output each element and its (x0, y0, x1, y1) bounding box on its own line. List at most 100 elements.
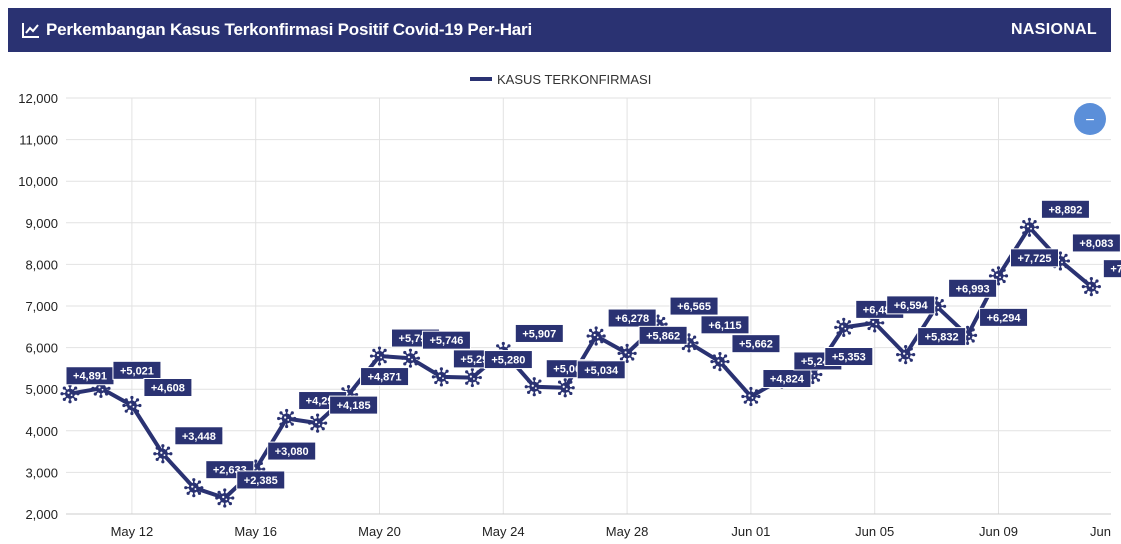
data-point-virus-icon[interactable] (834, 317, 854, 337)
svg-text:+5,862: +5,862 (646, 330, 680, 342)
y-tick-label: 10,000 (18, 174, 58, 189)
legend-label: KASUS TERKONFIRMASI (497, 72, 651, 87)
region-label[interactable]: NASIONAL (1011, 21, 1097, 38)
chart-header: Perkembangan Kasus Terkonfirmasi Positif… (8, 8, 1111, 52)
svg-text:+6,565: +6,565 (677, 301, 711, 313)
data-label: +6,594 (886, 295, 936, 315)
svg-text:+6,294: +6,294 (987, 312, 1022, 324)
data-label: +5,746 (421, 330, 471, 350)
y-tick-label: 11,000 (19, 133, 58, 148)
data-point-virus-icon[interactable] (710, 352, 730, 372)
svg-text:+5,832: +5,832 (925, 332, 959, 344)
data-point-virus-icon[interactable] (1081, 277, 1101, 297)
svg-text:+5,034: +5,034 (584, 365, 619, 377)
x-tick-label: May 12 (111, 524, 154, 539)
data-point-virus-icon[interactable] (184, 478, 204, 498)
svg-text:+3,448: +3,448 (182, 431, 216, 443)
x-tick-label: May 20 (358, 524, 401, 539)
data-label: +7,725 (1010, 248, 1059, 268)
data-label: +5,832 (917, 327, 967, 347)
y-tick-label: 7,000 (25, 299, 58, 314)
axes: 2,000 3,000 4,000 5,000 6,000 7,000 8,000 9,000… (18, 91, 1111, 539)
data-point-virus-icon[interactable] (462, 367, 482, 388)
svg-text:+4,871: +4,871 (368, 372, 402, 384)
svg-text:+8,083: +8,083 (1079, 238, 1113, 250)
chart-title: Perkembangan Kasus Terkonfirmasi Positif… (46, 20, 532, 39)
data-label: +6,294 (979, 307, 1029, 327)
data-point-virus-icon[interactable] (896, 344, 916, 365)
minus-icon: − (1085, 112, 1094, 129)
data-point-virus-icon[interactable] (524, 377, 544, 397)
x-tick-label: May 28 (606, 524, 649, 539)
y-tick-label: 3,000 (25, 465, 58, 480)
data-label: +6,278 (607, 308, 657, 328)
data-point-virus-icon[interactable] (741, 386, 761, 407)
data-label: +6,565 (669, 296, 719, 316)
data-label: +5,034 (576, 360, 626, 380)
x-tick-label: Jun 05 (855, 524, 894, 539)
data-point-virus-icon[interactable] (617, 343, 637, 363)
y-tick-label: 12,000 (18, 91, 58, 106)
svg-text:+2,385: +2,385 (244, 475, 278, 487)
data-point-virus-icon[interactable] (369, 346, 390, 366)
data-label: +5,021 (112, 360, 162, 380)
data-label: +5,662 (731, 334, 781, 354)
zoom-out-button[interactable]: − (1074, 103, 1106, 135)
legend-swatch (470, 77, 492, 81)
data-point-virus-icon[interactable] (153, 444, 173, 464)
y-tick-label: 2,000 (25, 507, 58, 522)
svg-text:+8,892: +8,892 (1048, 204, 1082, 216)
svg-text:+6,993: +6,993 (956, 283, 990, 295)
data-point-virus-icon[interactable] (308, 413, 328, 433)
data-label: +4,871 (360, 367, 410, 387)
data-point-virus-icon[interactable] (400, 348, 421, 368)
legend[interactable]: KASUS TERKONFIRMASI (470, 72, 651, 87)
data-labels: +4,891 +5,021+4,608+3,448+2,633+2,385+3,0… (65, 199, 1121, 490)
svg-text:+5,280: +5,280 (491, 355, 525, 367)
y-tick-label: 8,000 (25, 257, 58, 272)
y-tick-label: 4,000 (25, 424, 58, 439)
svg-text:+6,115: +6,115 (708, 320, 741, 332)
svg-text:+5,021: +5,021 (120, 365, 154, 377)
plot: +4,891 +5,021+4,608+3,448+2,633+2,385+3,0… (60, 199, 1121, 508)
y-tick-label: 6,000 (25, 341, 58, 356)
svg-text:+7,465: +7,465 (1110, 264, 1121, 276)
x-tick-label: May 16 (234, 524, 277, 539)
data-point-virus-icon[interactable] (277, 408, 297, 429)
data-label: +4,891 (65, 366, 115, 386)
data-point-virus-icon[interactable] (215, 488, 235, 508)
data-label: +8,083 (1071, 233, 1121, 253)
svg-text:+5,662: +5,662 (739, 339, 773, 351)
data-point-virus-icon[interactable] (60, 384, 80, 404)
data-point-virus-icon[interactable] (122, 395, 142, 416)
data-label: +5,907 (514, 323, 564, 343)
data-label: +5,862 (638, 325, 688, 345)
svg-text:+4,608: +4,608 (151, 383, 185, 395)
data-label: +5,280 (483, 350, 533, 370)
svg-text:+5,746: +5,746 (429, 335, 463, 347)
svg-text:+6,594: +6,594 (894, 300, 929, 312)
data-label: +3,080 (267, 441, 317, 461)
data-label: +8,892 (1040, 199, 1090, 219)
data-point-virus-icon[interactable] (555, 378, 575, 398)
x-tick-label: Jun 01 (731, 524, 770, 539)
data-point-virus-icon[interactable] (1019, 217, 1040, 237)
grid (66, 97, 1111, 515)
line-chart-icon (22, 22, 40, 38)
svg-text:+5,353: +5,353 (832, 352, 866, 364)
data-label: +4,824 (762, 369, 812, 389)
svg-text:+4,185: +4,185 (337, 400, 371, 412)
svg-text:+4,891: +4,891 (73, 371, 107, 383)
data-label: +6,993 (948, 278, 998, 298)
y-tick-label: 5,000 (25, 382, 58, 397)
data-point-virus-icon[interactable] (586, 326, 606, 346)
svg-text:+5,907: +5,907 (522, 328, 556, 340)
data-point-virus-icon[interactable] (431, 367, 451, 387)
data-label: +5,353 (824, 347, 874, 367)
data-label: +4,608 (143, 378, 193, 398)
svg-text:+6,278: +6,278 (615, 313, 649, 325)
data-label: +7,465 (1102, 259, 1121, 279)
x-tick-label: Jun 09 (979, 524, 1018, 539)
svg-text:+7,725: +7,725 (1018, 253, 1052, 265)
